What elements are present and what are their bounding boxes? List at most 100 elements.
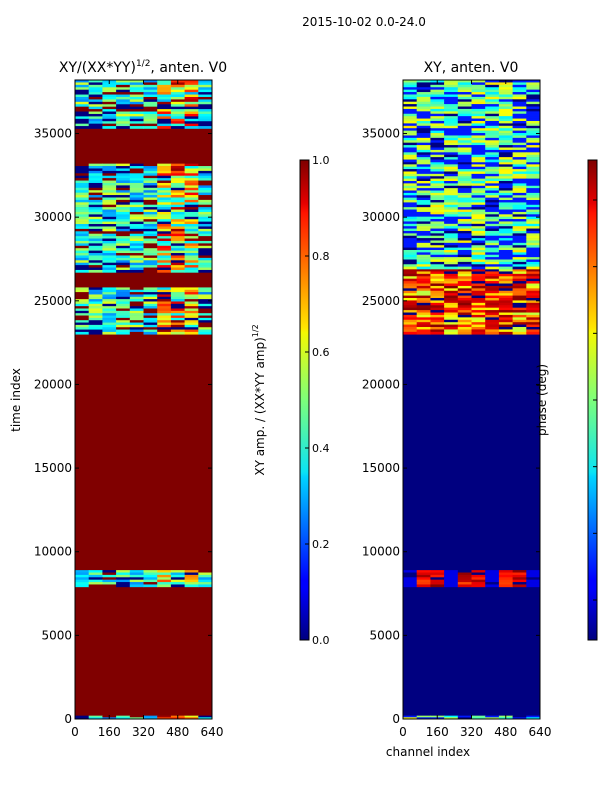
heatmap-cell xyxy=(444,290,459,294)
heatmap-cell xyxy=(143,84,158,88)
heatmap-cell xyxy=(88,248,103,251)
heatmap-cell xyxy=(526,238,540,241)
heatmap-cell xyxy=(157,577,172,580)
heatmap-cell xyxy=(457,125,472,129)
heatmap-cell xyxy=(143,96,158,100)
heatmap-cell xyxy=(170,570,186,573)
heatmap-cell xyxy=(444,254,459,258)
heatmap-cell xyxy=(184,253,199,256)
heatmap-cell xyxy=(75,310,90,314)
heatmap-cell xyxy=(102,287,117,291)
heatmap-cell xyxy=(512,717,527,719)
heatmap-cell xyxy=(88,190,103,193)
heatmap-cell xyxy=(498,290,514,294)
heatmap-cell xyxy=(430,322,445,325)
heatmap-cell xyxy=(471,221,486,225)
heatmap-cell xyxy=(416,178,431,182)
heatmap-cell xyxy=(526,178,540,182)
heatmap-cell xyxy=(416,84,431,88)
heatmap-cell xyxy=(526,283,540,287)
heatmap-cell xyxy=(444,211,459,215)
heatmap-cell xyxy=(116,113,131,117)
heatmap-cell xyxy=(512,185,527,189)
heatmap-cell xyxy=(129,253,144,256)
heatmap-cell xyxy=(498,94,514,98)
heatmap-cell xyxy=(116,574,131,578)
heatmap-cell xyxy=(116,109,131,112)
heatmap-cell xyxy=(157,96,172,100)
heatmap-cell xyxy=(157,320,172,323)
heatmap-cell xyxy=(184,315,199,319)
heatmap-cell xyxy=(416,192,431,196)
heatmap-cell xyxy=(102,192,117,196)
heatmap-cell xyxy=(471,113,486,117)
heatmap-cell xyxy=(457,249,472,253)
heatmap-cell xyxy=(512,149,527,153)
heatmap-cell xyxy=(512,197,527,201)
heatmap-cell xyxy=(129,168,144,172)
heatmap-cell xyxy=(444,185,459,189)
heatmap-cell xyxy=(75,308,90,312)
heatmap-cell xyxy=(512,261,527,265)
heatmap-cell xyxy=(143,233,158,237)
heatmap-cell xyxy=(116,317,131,321)
heatmap-cell xyxy=(170,331,186,335)
heatmap-cell xyxy=(184,267,199,271)
heatmap-cell xyxy=(170,253,186,256)
x-tick-label: 480 xyxy=(494,725,517,739)
heatmap-cell xyxy=(444,322,459,325)
heatmap-cell xyxy=(416,216,431,220)
heatmap-cell xyxy=(457,242,472,246)
heatmap-cell xyxy=(430,228,445,232)
heatmap-cell xyxy=(75,579,90,583)
heatmap-cell xyxy=(129,219,144,222)
heatmap-cell xyxy=(143,185,158,189)
heatmap-cell xyxy=(498,135,514,139)
heatmap-cell xyxy=(129,262,144,266)
heatmap-cell xyxy=(471,135,486,139)
heatmap-cell xyxy=(457,300,472,304)
heatmap-cell xyxy=(485,298,500,301)
heatmap-cell xyxy=(512,259,527,263)
heatmap-cell xyxy=(403,116,418,119)
heatmap-cell xyxy=(143,715,158,718)
heatmap-cell xyxy=(88,327,103,330)
heatmap-cell xyxy=(116,111,131,115)
heatmap-cell xyxy=(416,235,431,239)
heatmap-cell xyxy=(485,125,500,129)
heatmap-cell xyxy=(526,157,540,160)
heatmap-cell xyxy=(471,570,486,573)
heatmap-cell xyxy=(403,183,418,187)
heatmap-cell xyxy=(471,101,486,105)
heatmap-cell xyxy=(143,250,158,254)
heatmap-cell xyxy=(403,197,418,201)
heatmap-cell xyxy=(471,82,486,86)
heatmap-cell xyxy=(198,572,212,576)
heatmap-cell xyxy=(198,113,212,117)
heatmap-cell xyxy=(416,159,431,163)
heatmap-cell xyxy=(457,133,472,136)
heatmap-cell xyxy=(498,128,514,131)
heatmap-cell xyxy=(526,128,540,131)
heatmap-cell xyxy=(526,80,540,83)
heatmap-cell xyxy=(416,300,431,304)
heatmap-cell xyxy=(471,281,486,284)
heatmap-cell xyxy=(170,577,186,580)
heatmap-cell xyxy=(170,260,186,264)
heatmap-cell xyxy=(444,219,459,222)
heatmap-cell xyxy=(498,181,514,184)
heatmap-cell xyxy=(116,231,131,235)
heatmap-cell xyxy=(116,262,131,266)
heatmap-cell xyxy=(129,204,144,208)
heatmap-cell xyxy=(444,257,459,260)
heatmap-cell xyxy=(526,310,540,313)
heatmap-cell xyxy=(403,108,418,112)
heatmap-cell xyxy=(170,243,186,247)
heatmap-cell xyxy=(75,87,90,91)
heatmap-cell xyxy=(512,104,527,107)
heatmap-cell xyxy=(198,126,212,129)
heatmap-cell xyxy=(102,572,117,576)
heatmap-cell xyxy=(143,82,158,86)
heatmap-cell xyxy=(512,269,527,272)
heatmap-cell xyxy=(457,312,472,316)
